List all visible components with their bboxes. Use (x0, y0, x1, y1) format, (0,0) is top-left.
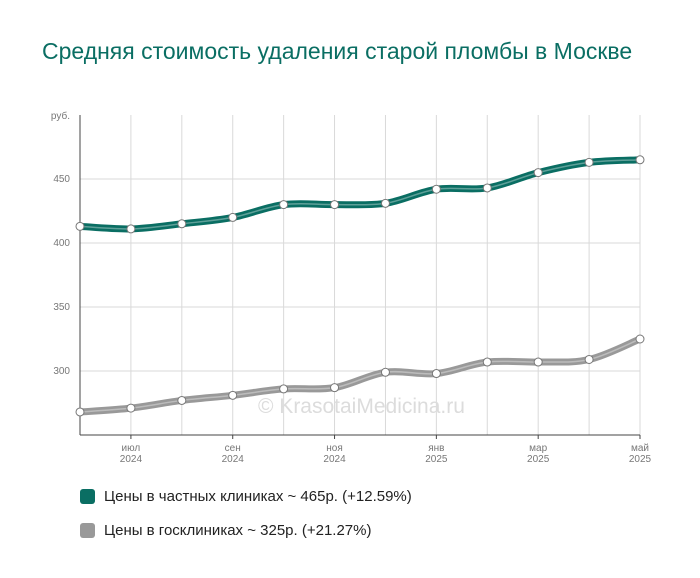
series-line-0 (76, 156, 644, 233)
data-point[interactable] (228, 212, 238, 222)
axes: 300350400450руб.июл2024сен2024ноя2024янв… (51, 110, 652, 465)
legend-item-public[interactable]: Цены в госклиниках ~ 325р. (+21.27%) (80, 520, 371, 540)
watermark: © KrasotaiMedicina.ru (258, 395, 465, 418)
data-point[interactable] (482, 183, 492, 193)
data-point[interactable] (75, 221, 85, 231)
data-point[interactable] (533, 168, 543, 178)
data-point[interactable] (635, 334, 645, 344)
y-tick-label: 450 (53, 174, 70, 185)
x-tick-label-month: май (631, 443, 649, 454)
data-point[interactable] (279, 200, 289, 210)
legend-swatch-public (80, 522, 95, 538)
x-tick-label-year: 2024 (222, 454, 245, 465)
y-tick-label: 400 (53, 238, 70, 249)
y-tick-label: 350 (53, 302, 70, 313)
y-unit-label: руб. (51, 110, 70, 122)
data-point[interactable] (431, 369, 441, 379)
chart-title: Средняя стоимость удаления старой пломбы… (42, 38, 633, 64)
data-point[interactable] (635, 155, 645, 165)
x-tick-label-year: 2025 (425, 454, 448, 465)
x-tick-label-month: янв (428, 443, 444, 454)
data-point[interactable] (533, 357, 543, 367)
data-point[interactable] (330, 200, 340, 210)
data-point[interactable] (228, 390, 238, 400)
x-tick-label-year: 2025 (629, 454, 652, 465)
x-tick-label-year: 2024 (120, 454, 143, 465)
x-tick-label-month: мар (529, 443, 547, 454)
data-point[interactable] (584, 354, 594, 364)
legend-label-public: Цены в госклиниках ~ 325р. (+21.27%) (104, 521, 372, 539)
data-point[interactable] (482, 357, 492, 367)
x-tick-label-month: ноя (326, 443, 343, 454)
data-point[interactable] (330, 383, 340, 393)
data-point[interactable] (279, 384, 289, 394)
data-point[interactable] (380, 367, 390, 377)
data-point[interactable] (431, 184, 441, 194)
x-tick-label-month: июл (122, 443, 141, 454)
data-point[interactable] (177, 395, 187, 405)
data-point[interactable] (126, 403, 136, 413)
data-point[interactable] (380, 198, 390, 208)
x-tick-label-month: сен (225, 443, 241, 454)
legend-swatch-private (80, 488, 95, 504)
y-tick-label: 300 (53, 366, 70, 377)
legend-item-private[interactable]: Цены в частных клиниках ~ 465р. (+12.59%… (80, 486, 412, 506)
data-point[interactable] (584, 157, 594, 167)
x-tick-label-year: 2024 (323, 454, 346, 465)
grid (79, 115, 641, 435)
data-point[interactable] (75, 407, 85, 417)
legend-label-private: Цены в частных клиниках ~ 465р. (+12.59%… (104, 487, 412, 505)
data-point[interactable] (126, 224, 136, 234)
x-tick-label-year: 2025 (527, 454, 550, 465)
data-point[interactable] (177, 219, 187, 229)
series-layer (75, 155, 645, 417)
